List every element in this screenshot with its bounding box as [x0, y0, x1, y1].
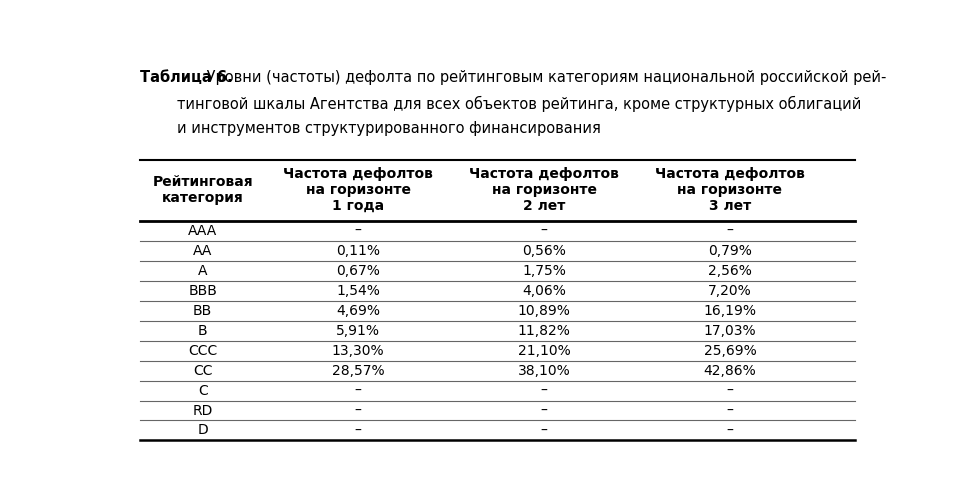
Text: CC: CC — [193, 364, 213, 378]
Text: Таблица 6.: Таблица 6. — [140, 70, 233, 84]
Text: 2,56%: 2,56% — [708, 264, 752, 278]
Text: 0,67%: 0,67% — [336, 264, 381, 278]
Text: 11,82%: 11,82% — [518, 324, 571, 338]
Text: –: – — [726, 404, 733, 417]
Text: Частота дефолтов
на горизонте
1 года: Частота дефолтов на горизонте 1 года — [284, 166, 433, 213]
Text: –: – — [354, 384, 361, 398]
Text: –: – — [541, 384, 548, 398]
Text: 16,19%: 16,19% — [703, 304, 756, 318]
Text: 28,57%: 28,57% — [332, 364, 385, 378]
Text: 5,91%: 5,91% — [336, 324, 381, 338]
Text: –: – — [354, 224, 361, 238]
Text: 13,30%: 13,30% — [332, 344, 385, 358]
Text: RD: RD — [192, 404, 213, 417]
Text: 4,69%: 4,69% — [336, 304, 381, 318]
Text: Уровни (частоты) дефолта по рейтинговым категориям национальной российской рей-: Уровни (частоты) дефолта по рейтинговым … — [202, 70, 887, 84]
Text: –: – — [726, 424, 733, 438]
Text: –: – — [354, 404, 361, 417]
Text: 0,79%: 0,79% — [708, 244, 752, 258]
Text: 4,06%: 4,06% — [522, 284, 566, 298]
Text: 1,54%: 1,54% — [336, 284, 381, 298]
Text: 7,20%: 7,20% — [708, 284, 752, 298]
Text: D: D — [197, 424, 208, 438]
Text: 38,10%: 38,10% — [518, 364, 571, 378]
Text: –: – — [541, 224, 548, 238]
Text: 21,10%: 21,10% — [518, 344, 571, 358]
Text: BBB: BBB — [188, 284, 218, 298]
Text: и инструментов структурированного финансирования: и инструментов структурированного финанс… — [140, 121, 601, 136]
Text: AA: AA — [193, 244, 213, 258]
Text: A: A — [198, 264, 208, 278]
Text: –: – — [726, 224, 733, 238]
Text: –: – — [541, 404, 548, 417]
Text: 0,11%: 0,11% — [336, 244, 381, 258]
Text: 17,03%: 17,03% — [704, 324, 756, 338]
Text: Частота дефолтов
на горизонте
2 лет: Частота дефолтов на горизонте 2 лет — [469, 166, 619, 213]
Text: –: – — [354, 424, 361, 438]
Text: 42,86%: 42,86% — [704, 364, 756, 378]
Text: CCC: CCC — [188, 344, 218, 358]
Text: 1,75%: 1,75% — [522, 264, 566, 278]
Text: тинговой шкалы Агентства для всех объектов рейтинга, кроме структурных облигаций: тинговой шкалы Агентства для всех объект… — [140, 96, 861, 112]
Text: AAA: AAA — [188, 224, 218, 238]
Text: Рейтинговая
категория: Рейтинговая категория — [152, 175, 253, 205]
Text: 0,56%: 0,56% — [522, 244, 566, 258]
Text: BB: BB — [193, 304, 213, 318]
Text: –: – — [726, 384, 733, 398]
Text: –: – — [541, 424, 548, 438]
Text: Частота дефолтов
на горизонте
3 лет: Частота дефолтов на горизонте 3 лет — [655, 166, 805, 213]
Text: 25,69%: 25,69% — [704, 344, 756, 358]
Text: 10,89%: 10,89% — [518, 304, 571, 318]
Text: B: B — [198, 324, 208, 338]
Text: C: C — [198, 384, 208, 398]
